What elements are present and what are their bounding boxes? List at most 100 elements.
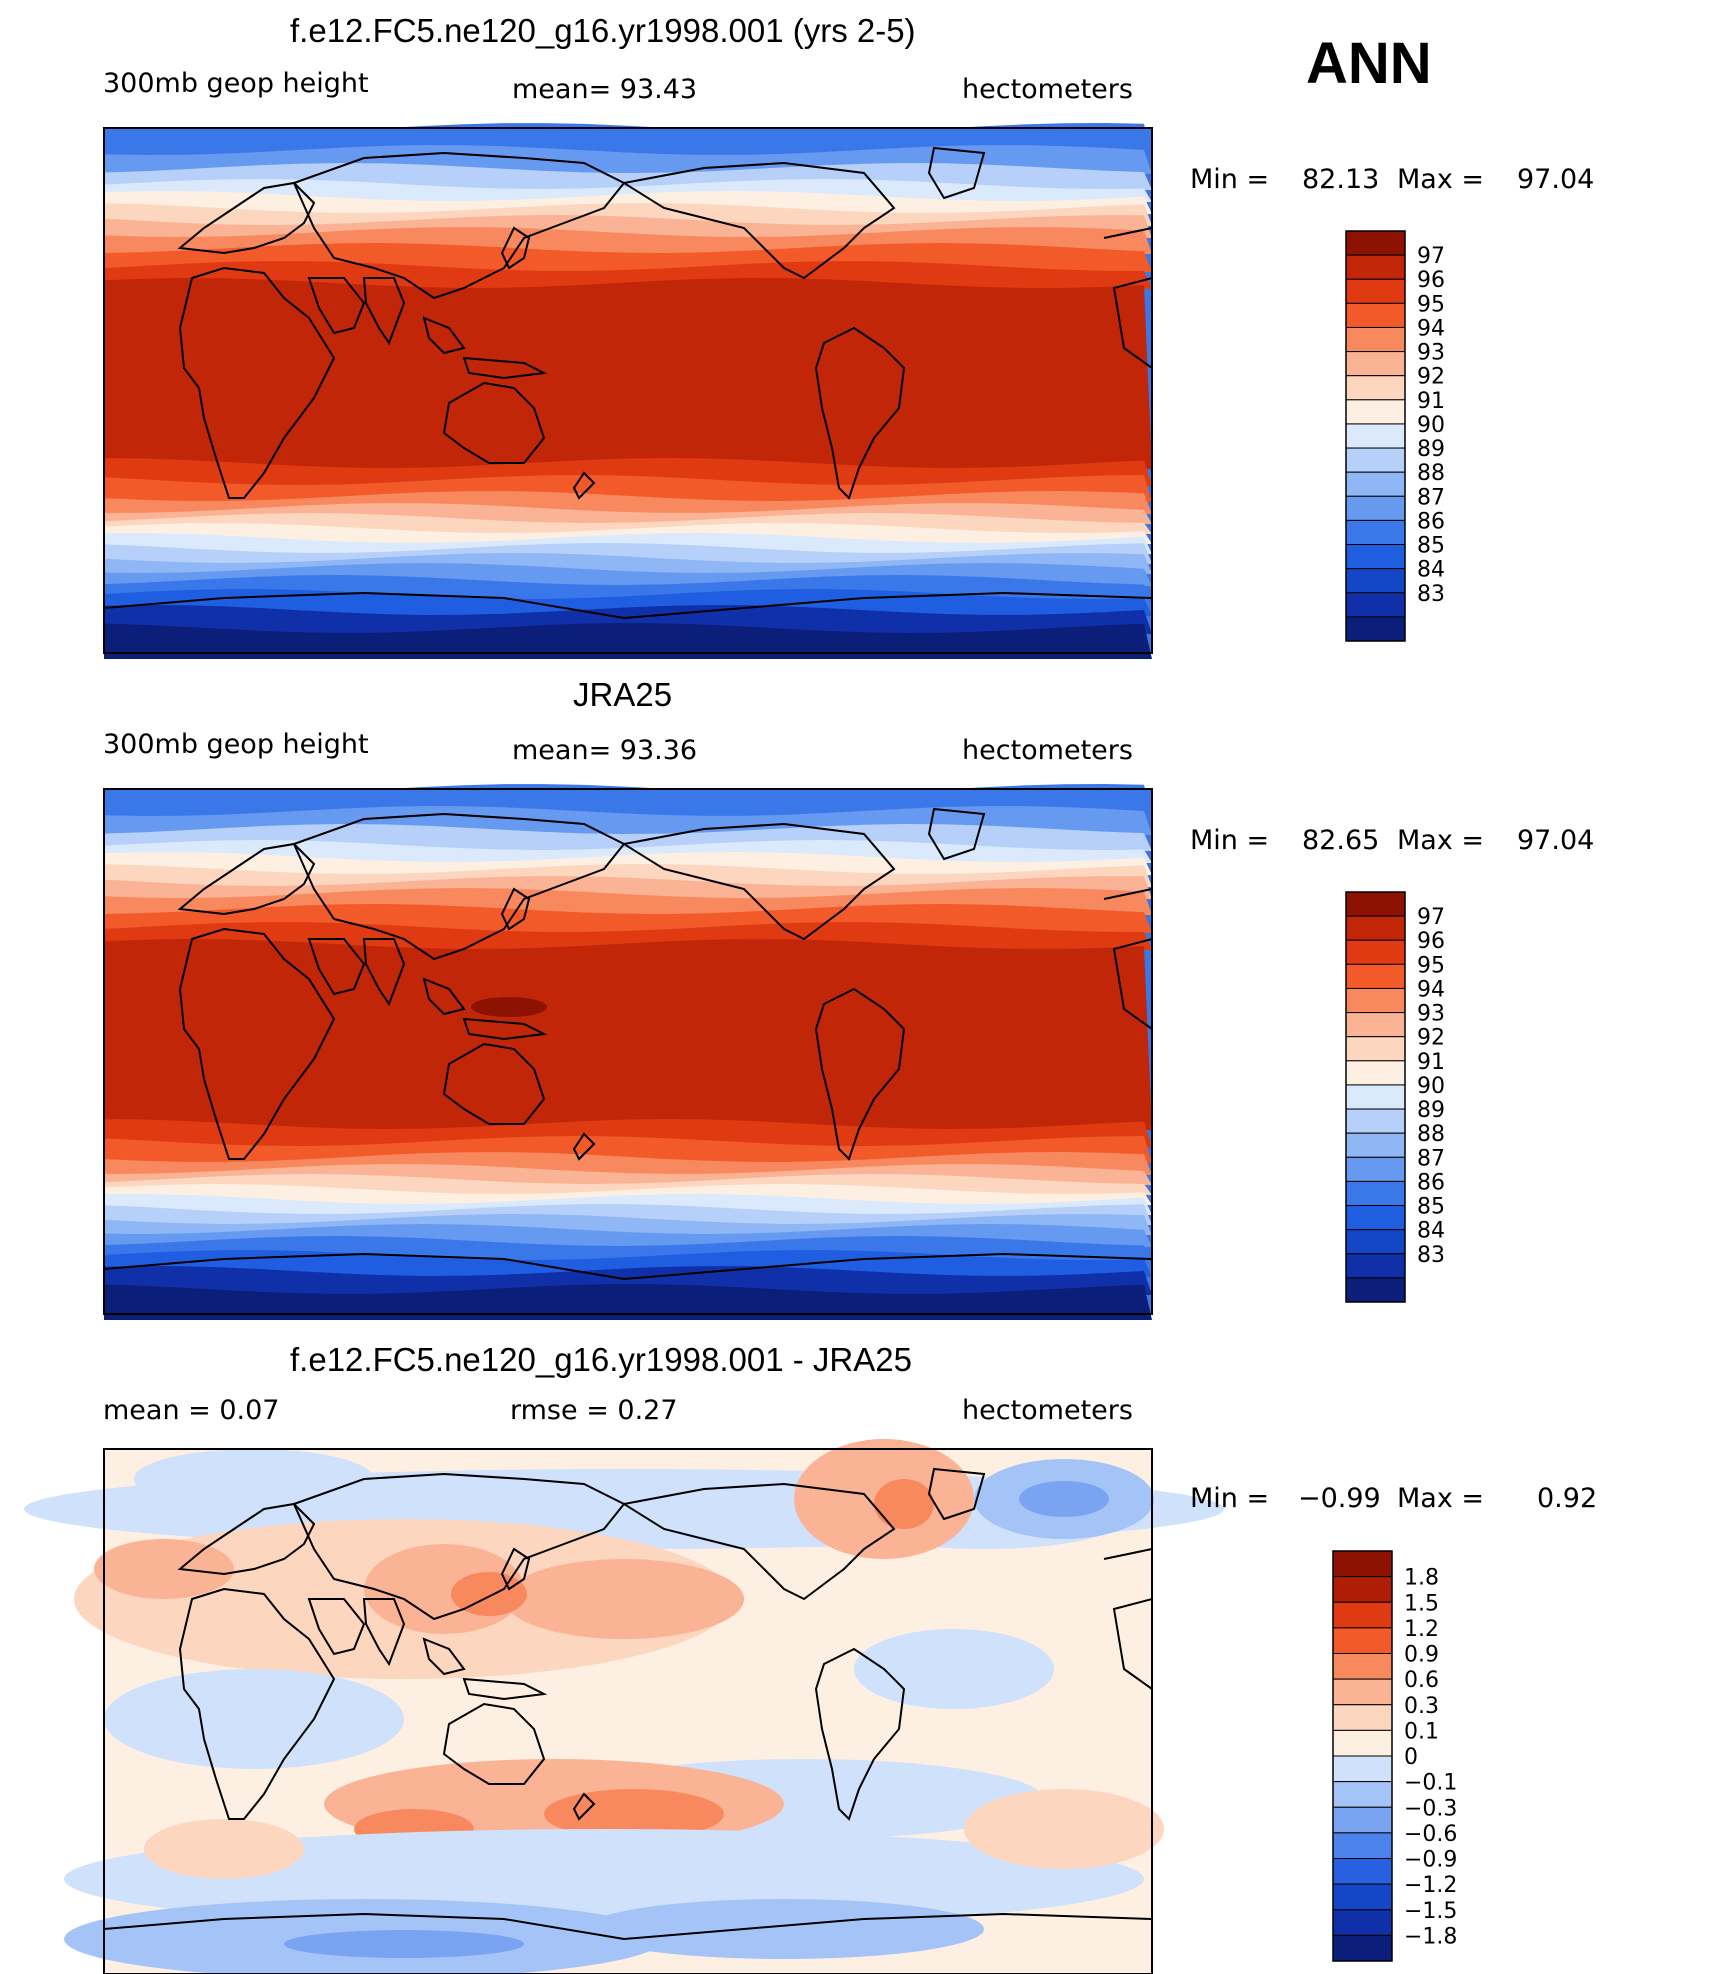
panel-2-colorbar-swatch	[1345, 963, 1406, 989]
panel-2-colorbar-label: 89	[1417, 1098, 1445, 1123]
panel-1-colorbar-swatch	[1345, 471, 1406, 497]
panel-1-colorbar-label: 96	[1417, 268, 1445, 293]
panel-1-colorbar-label: 89	[1417, 437, 1445, 462]
panel-3-colorbar-label: −1.2	[1404, 1873, 1457, 1898]
panel-1-colorbar-swatch	[1345, 278, 1406, 304]
panel-1-colorbar-swatch	[1345, 399, 1406, 425]
panel-2-colorbar-label: 90	[1417, 1074, 1445, 1099]
panel-2-colorbar-swatch	[1345, 939, 1406, 965]
panel-3-colorbar-label: 0.3	[1404, 1694, 1439, 1719]
panel-3-colorbar-swatch	[1332, 1678, 1393, 1706]
panel-1-colorbar-swatch	[1345, 375, 1406, 401]
panel-2-colorbar-label: 92	[1417, 1026, 1445, 1051]
panel-1-colorbar-label: 92	[1417, 365, 1445, 390]
panel-3-colorbar-label: 0.6	[1404, 1668, 1439, 1693]
panel-3-colorbar: 1.81.51.20.90.60.30.10−0.1−0.3−0.6−0.9−1…	[1332, 1550, 1457, 1962]
panel-3-colorbar-swatch	[1332, 1601, 1393, 1629]
panel-3-colorbar-label: −1.5	[1404, 1899, 1457, 1924]
panel-2-colorbar-label: 96	[1417, 929, 1445, 954]
panel-3-colorbar-swatch	[1332, 1781, 1393, 1808]
panel-3-min-value: −0.99	[1298, 1483, 1381, 1514]
panel-2-colorbar-swatch	[1345, 1132, 1406, 1158]
panel-1-colorbar-swatch	[1345, 616, 1406, 642]
panel-2-colorbar-label: 85	[1417, 1195, 1445, 1220]
panel-3-units-label: hectometers	[962, 1395, 1133, 1426]
panel-3-colorbar-swatch	[1332, 1883, 1393, 1911]
panel-3-colorbar-swatch	[1332, 1627, 1393, 1654]
panel-2-colorbar-swatch	[1345, 915, 1406, 941]
panel-3-colorbar-swatch	[1332, 1550, 1393, 1578]
panel-2-max-value: 97.04	[1517, 825, 1595, 856]
panel-3-title: f.e12.FC5.ne120_g16.yr1998.001 - JRA25	[290, 1341, 912, 1378]
panel-3-colorbar-label: −1.8	[1404, 1924, 1457, 1949]
panel-2-colorbar-swatch	[1345, 1180, 1406, 1207]
panel-1-colorbar-swatch	[1345, 447, 1406, 473]
panel-1-colorbar-label: 95	[1417, 292, 1445, 317]
panel-1-colorbar-swatch	[1345, 326, 1406, 353]
panel-2-max-label: Max =	[1397, 825, 1485, 856]
panel-1-colorbar-label: 90	[1417, 413, 1445, 438]
panel-3-colorbar-swatch	[1332, 1755, 1393, 1783]
panel-2-colorbar-label: 95	[1417, 953, 1445, 978]
panel-3-colorbar-swatch	[1332, 1858, 1393, 1885]
panel-3-min-label: Min =	[1190, 1483, 1270, 1514]
panel-3-colorbar-swatch	[1332, 1653, 1393, 1680]
panel-1-colorbar-label: 88	[1417, 461, 1445, 486]
panel-3-contour-bands	[24, 1439, 1224, 1974]
panel-3-colorbar-swatch	[1332, 1909, 1393, 1936]
panel-3-rmse-label: rmse = 0.27	[510, 1395, 678, 1426]
panel-2-colorbar-label: 88	[1417, 1122, 1445, 1147]
panel-1-colorbar-label: 84	[1417, 558, 1445, 583]
panel-3-colorbar-swatch	[1332, 1704, 1393, 1731]
panel-1-contour-bands	[104, 123, 1152, 659]
panel-1-colorbar-label: 87	[1417, 485, 1445, 510]
season-label: ANN	[1306, 31, 1432, 96]
panel-1-colorbar-label: 83	[1417, 582, 1445, 607]
panel-3-max-label: Max =	[1397, 1483, 1485, 1514]
panel-1-colorbar-swatch	[1345, 568, 1406, 594]
panel-3-colorbar-swatch	[1332, 1832, 1393, 1859]
panel-1-colorbar-swatch	[1345, 544, 1406, 570]
panel-2-colorbar-label: 91	[1417, 1050, 1445, 1075]
panel-3-colorbar-label: −0.1	[1404, 1771, 1457, 1796]
panel-3-max-value: 0.92	[1537, 1483, 1598, 1514]
panel-3-colorbar-label: 0.1	[1404, 1719, 1439, 1744]
panel-3-colorbar-label: −0.6	[1404, 1822, 1457, 1847]
panel-3-colorbar-label: 0.9	[1404, 1643, 1439, 1668]
panel-2-colorbar-swatch	[1345, 1060, 1406, 1086]
panel-1-colorbar-swatch	[1345, 519, 1406, 546]
panel-1-colorbar-swatch	[1345, 592, 1406, 618]
panel-1-colorbar-swatch	[1345, 302, 1406, 328]
panel-3-map	[24, 1439, 1224, 1974]
panel-2-colorbar-swatch	[1345, 1229, 1406, 1255]
panel-2-colorbar-swatch	[1345, 1277, 1406, 1303]
panel-3-colorbar-swatch	[1332, 1576, 1393, 1603]
panel-2-colorbar-swatch	[1345, 1012, 1406, 1038]
panel-1-max-value: 97.04	[1517, 164, 1595, 195]
panel-1-max-label: Max =	[1397, 164, 1485, 195]
panel-2-colorbar-swatch	[1345, 1156, 1406, 1182]
panel-1-colorbar-label: 91	[1417, 389, 1445, 414]
panel-3-colorbar-swatch	[1332, 1934, 1393, 1962]
panel-1-min-value: 82.13	[1302, 164, 1380, 195]
panel-2-colorbar-swatch	[1345, 987, 1406, 1014]
panel-1-colorbar-label: 97	[1417, 244, 1445, 269]
panel-2-units-label: hectometers	[962, 735, 1133, 766]
panel-3-mean-label: mean = 0.07	[103, 1395, 280, 1426]
panel-3-colorbar-swatch	[1332, 1729, 1393, 1757]
panel-2-colorbar-swatch	[1345, 1205, 1406, 1231]
panel-2-colorbar-swatch	[1345, 1253, 1406, 1279]
panel-3-colorbar-label: 0	[1404, 1745, 1418, 1770]
panel-1-coastlines	[103, 146, 1153, 620]
panel-2-colorbar-swatch	[1345, 1084, 1406, 1110]
panel-1-variable-label: 300mb geop height	[103, 68, 369, 99]
panel-2-variable-label: 300mb geop height	[103, 729, 369, 760]
panel-1-colorbar-swatch	[1345, 495, 1406, 521]
panel-1-colorbar-label: 86	[1417, 509, 1445, 534]
panel-2-colorbar-label: 84	[1417, 1219, 1445, 1244]
panel-2-min-value: 82.65	[1302, 825, 1380, 856]
panel-3-colorbar-swatch	[1332, 1806, 1393, 1834]
panel-2-colorbar-label: 86	[1417, 1170, 1445, 1195]
